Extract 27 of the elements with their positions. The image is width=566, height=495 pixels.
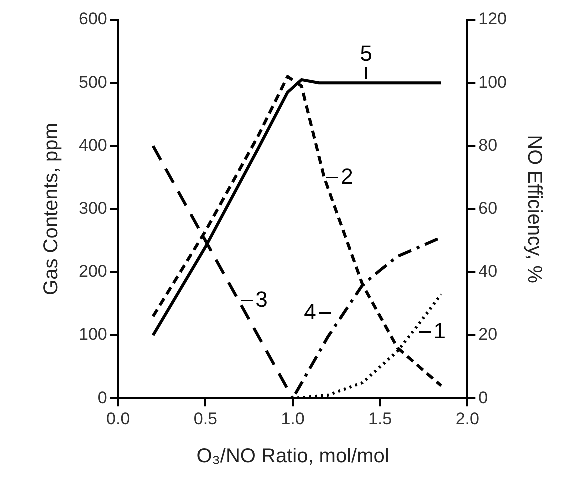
x-tick-label: 1.5 <box>368 409 392 428</box>
y2-tick-label: 40 <box>478 262 498 282</box>
y2-tick-label: 20 <box>478 325 498 344</box>
y2-tick-label: 120 <box>478 10 508 29</box>
y2-tick-label: 80 <box>478 136 498 155</box>
y-tick-label: 400 <box>78 136 108 155</box>
annotation: 1 <box>434 318 446 344</box>
y-tick-label: 100 <box>78 325 108 344</box>
y-axis-title: Gas Contents, ppm <box>40 123 63 296</box>
x-tick-label: 0.0 <box>106 409 130 428</box>
annotation: 2 <box>341 164 354 189</box>
y2-axis-title: NO Efficiency, % <box>523 135 546 284</box>
y-tick-label: 600 <box>78 10 108 29</box>
y-tick-label: 200 <box>78 262 108 282</box>
annotation: 4 <box>304 299 316 324</box>
y2-tick-label: 60 <box>478 198 498 218</box>
y-tick-label: 300 <box>78 198 108 218</box>
annotation: 5 <box>360 40 372 66</box>
x-tick-label: 0.5 <box>194 409 218 428</box>
y2-tick-label: 100 <box>478 72 508 92</box>
y-tick-label: 500 <box>78 72 108 92</box>
annotation: 3 <box>256 286 268 312</box>
y2-tick-label: 0 <box>478 388 488 408</box>
x-tick-label: 1.0 <box>281 409 305 428</box>
x-axis-title: O₃/NO Ratio, mol/mol <box>196 446 390 468</box>
y-tick-label: 0 <box>98 388 108 408</box>
x-tick-label: 2.0 <box>456 409 480 428</box>
